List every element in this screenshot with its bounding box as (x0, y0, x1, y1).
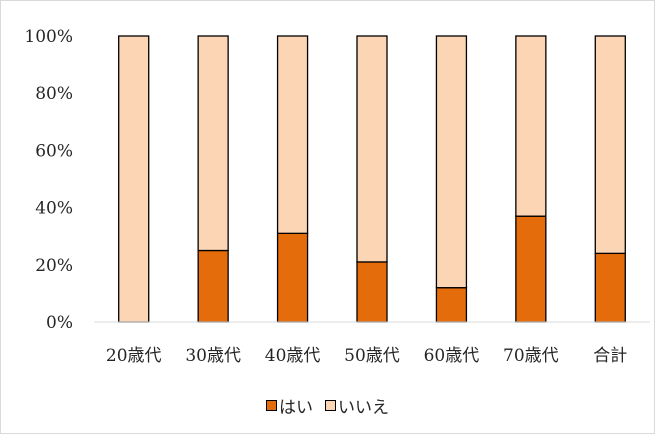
bar-segment-yes (435, 287, 468, 323)
x-tick-label: 40歳代 (265, 346, 321, 366)
bar-segment-yes (356, 261, 388, 323)
x-tick-label: 70歳代 (503, 346, 559, 366)
y-tick-label: 20% (35, 256, 73, 276)
bars (118, 35, 626, 323)
bar-segment-no (276, 35, 309, 234)
y-tick-label: 60% (35, 141, 73, 161)
x-tick-label: 合計 (593, 346, 627, 366)
y-tick-label: 100% (24, 27, 73, 47)
bar-segment-no (515, 35, 547, 217)
bar-segment-yes (197, 249, 229, 323)
bar-segment-yes (594, 252, 626, 323)
legend-swatch-yes (266, 400, 277, 411)
bar-segment-no (118, 35, 150, 323)
bar-segment-no (435, 35, 468, 289)
legend-label-no: いいえ (338, 398, 389, 418)
x-tick-label: 30歳代 (185, 346, 241, 366)
legend: はい いいえ (1, 393, 654, 418)
bar-segment-no (356, 35, 388, 263)
bar-segment-no (197, 35, 229, 252)
legend-label-yes: はい (279, 398, 313, 418)
y-tick-label: 0% (46, 313, 73, 333)
legend-item-no: いいえ (325, 393, 389, 418)
legend-swatch-no (325, 400, 336, 411)
x-tick-label: 50歳代 (344, 346, 400, 366)
legend-item-yes: はい (266, 393, 313, 418)
y-axis-ticks: 0% 20% 40% 60% 80% 100% (24, 27, 73, 333)
bar-segment-yes (515, 215, 547, 323)
x-tick-label: 60歳代 (424, 346, 480, 366)
x-tick-label: 20歳代 (106, 346, 162, 366)
bar-segment-yes (276, 232, 309, 323)
stacked-bar-chart: 0% 20% 40% 60% 80% 100% 20歳代 30歳代 40歳代 50歳代 60歳代 7… (24, 27, 650, 366)
y-tick-label: 40% (35, 199, 73, 219)
x-axis-ticks: 20歳代 30歳代 40歳代 50歳代 60歳代 70歳代 合計 (106, 346, 627, 366)
bar-segment-no (594, 35, 626, 255)
y-tick-label: 80% (35, 84, 73, 104)
